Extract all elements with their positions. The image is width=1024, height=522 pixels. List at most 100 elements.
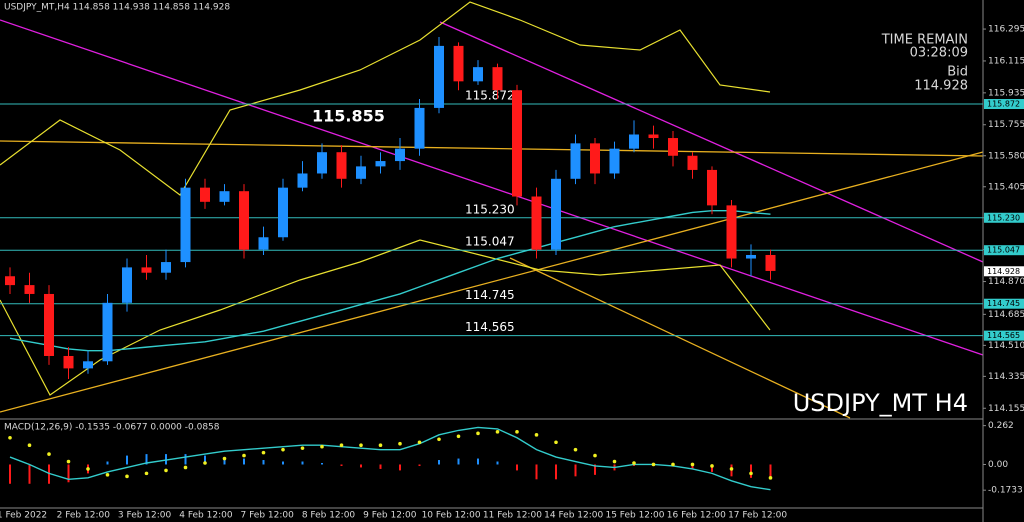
macd-signal-dot	[671, 462, 675, 467]
level-axis-box	[984, 298, 1024, 309]
macd-signal-dot	[495, 430, 500, 434]
macd-histogram-bar	[184, 454, 187, 465]
candle-body	[375, 161, 386, 167]
macd-signal-dot	[593, 453, 597, 458]
macd-signal-dot	[749, 471, 753, 476]
candle-body	[278, 187, 288, 238]
macd-y-tick-label: 0.00	[988, 460, 1008, 470]
candle-body	[141, 267, 152, 273]
macd-signal-dot	[125, 474, 129, 479]
level-axis-box	[984, 99, 1024, 110]
macd-signal-dot	[417, 440, 422, 445]
macd-histogram-bar	[750, 464, 752, 478]
x-tick-label: 3 Feb 12:00	[118, 511, 172, 521]
time-remain: 03:28:09	[910, 46, 968, 61]
moving-average	[9, 209, 771, 352]
macd-histogram-bar	[282, 461, 284, 465]
level-axis-label: 115.872	[987, 100, 1020, 109]
candle-body	[512, 90, 522, 197]
x-tick-label: 16 Feb 12:00	[667, 511, 726, 521]
macd-histogram-bar	[360, 464, 362, 468]
x-tick-label: 4 Feb 12:00	[179, 511, 233, 521]
macd-signal-dot	[281, 447, 285, 452]
macd-signal-dot	[47, 452, 51, 456]
candle-body	[590, 143, 600, 174]
macd-y-tick-label: 0.262	[988, 421, 1014, 431]
macd-signal-dot	[690, 462, 695, 467]
symbol-header: USDJPY_MT,H4 114.858 114.938 114.858 114…	[4, 3, 230, 13]
macd-histogram-bar	[769, 464, 772, 477]
macd-histogram-bar	[106, 461, 109, 465]
macd-signal-dot	[651, 462, 656, 467]
candle-body	[726, 205, 737, 259]
y-tick-label: 114.155	[988, 404, 1024, 414]
x-tick-label: 1 Feb 2022	[0, 511, 47, 521]
y-tick-label: 115.580	[988, 151, 1024, 161]
macd-signal-dot	[632, 461, 636, 465]
time-remain-label: TIME REMAIN	[881, 33, 968, 48]
y-tick-label: 115.935	[988, 88, 1024, 98]
highlight-price: 115.855	[312, 107, 385, 126]
macd-histogram-bar	[223, 457, 226, 465]
level-axis-label: 114.745	[987, 299, 1020, 308]
level-axis-box	[984, 245, 1024, 256]
candle-body	[765, 254, 776, 271]
bollinger-upper	[0, 1, 771, 196]
macd-signal-dot	[320, 444, 324, 449]
macd-histogram-bar	[516, 464, 518, 471]
macd-histogram-bar	[555, 464, 557, 480]
y-tick-label: 115.405	[988, 182, 1024, 192]
macd-signal-dot	[768, 476, 773, 480]
macd-histogram-bar	[67, 464, 70, 483]
candle-body	[239, 191, 249, 250]
x-tick-label: 10 Feb 12:00	[422, 511, 481, 521]
macd-signal-dot	[203, 461, 207, 465]
horizontal-trendline	[0, 140, 984, 157]
x-tick-label: 11 Feb 12:00	[483, 511, 542, 521]
candle-body	[317, 152, 327, 174]
x-tick-label: 17 Feb 12:00	[728, 511, 787, 521]
macd-signal-dot	[144, 471, 149, 476]
macd-histogram-bar	[321, 463, 323, 465]
level-axis-label: 114.565	[987, 331, 1020, 340]
candle-body	[356, 166, 366, 179]
macd-signal-dot	[515, 430, 519, 434]
candle-body	[746, 254, 756, 259]
candle-body	[336, 152, 347, 179]
macd-signal-dot	[66, 459, 71, 464]
macd-signal-dot	[261, 450, 266, 455]
macd-signal-dot	[398, 441, 402, 446]
y-tick-label: 114.335	[988, 372, 1024, 382]
macd-signal-dot	[222, 456, 227, 461]
y-tick-label: 114.685	[988, 310, 1024, 320]
candle-body	[200, 187, 210, 202]
x-tick-label: 2 Feb 12:00	[57, 511, 111, 521]
macd-signal-dot	[183, 465, 188, 470]
candle-body	[161, 262, 171, 273]
macd-signal-dot	[612, 459, 617, 464]
macd-histogram-bar	[633, 464, 635, 466]
macd-histogram-bar	[340, 464, 343, 466]
macd-histogram-bar	[204, 455, 206, 465]
candle-body	[629, 134, 639, 149]
candle-body	[5, 276, 15, 286]
macd-signal-dot	[378, 443, 383, 448]
macd-signal-dot	[164, 468, 168, 473]
candle-body	[434, 45, 444, 108]
candle-body	[551, 178, 561, 250]
candle-body	[258, 237, 269, 250]
macd-y-tick-label: -0.1733	[988, 486, 1023, 496]
macd-signal-dot	[27, 443, 32, 448]
candle-body	[473, 67, 483, 82]
macd-histogram-bar	[477, 458, 479, 465]
macd-histogram-bar	[418, 464, 421, 466]
candle-body	[609, 148, 620, 174]
bid-label: Bid	[947, 65, 968, 80]
macd-histogram-bar	[48, 464, 50, 484]
x-tick-label: 14 Feb 12:00	[544, 511, 603, 521]
bid-axis-box	[984, 266, 1024, 277]
level-axis-box	[984, 330, 1024, 341]
macd-signal-dot	[729, 467, 734, 471]
macd-signal-dot	[476, 431, 480, 436]
candle-body	[83, 361, 93, 369]
